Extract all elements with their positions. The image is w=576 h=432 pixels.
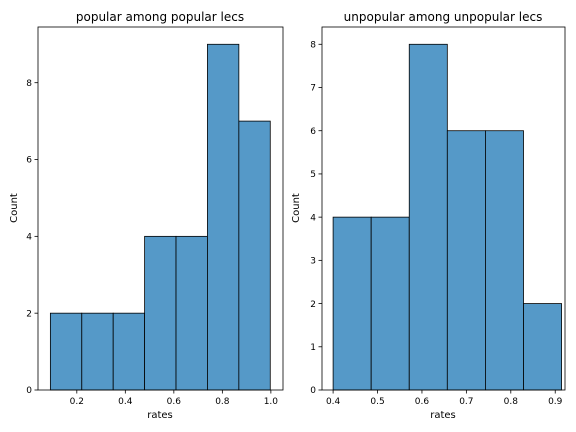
histogram-bar [408,43,448,391]
x-tick-label: 0.4 [118,397,133,407]
axes-frame [37,26,284,391]
y-tick-label: 2 [26,309,32,319]
x-tick-label: 0.8 [215,397,230,407]
y-tick-label: 4 [26,233,32,243]
histogram-bar [112,312,146,391]
histogram-bar [81,312,114,391]
histogram-bar [485,130,524,391]
histogram-bar [144,235,177,391]
histogram-panel-unpopular: unpopular among unpopular lecs 0.4 0.5 0.6… [291,10,566,421]
histogram-bar [207,43,240,391]
histogram-bar [175,235,208,391]
histogram-bar [370,216,410,391]
y-tick-label: 1 [310,343,316,353]
x-tick-label: 0.8 [504,397,519,407]
y-axis-label: Count [291,193,302,223]
histogram-panel-popular: popular among popular lecs 0.2 0.4 0.6 0.8 1… [9,10,284,421]
x-tick-label: 0.2 [70,397,84,407]
histogram-bar [332,216,372,391]
y-tick-label: 0 [26,386,32,396]
x-tick-label: 0.7 [459,397,473,407]
x-axis-ticks: 0.2 0.4 0.6 0.8 1.0 [70,390,279,407]
chart-title: unpopular among unpopular lecs [344,10,543,24]
histogram-bar [49,312,83,391]
y-axis-ticks: 0 1 2 3 4 5 6 7 8 [310,40,322,396]
histogram-bar [446,130,486,391]
y-tick-label: 8 [310,40,316,50]
axes-frame [321,26,566,391]
x-tick-label: 0.9 [548,397,563,407]
x-axis-ticks: 0.4 0.5 0.6 0.7 0.8 0.9 [326,390,563,407]
histogram-bar [238,120,271,391]
y-axis-label: Count [9,193,20,223]
x-axis-label: rates [430,410,456,421]
y-tick-label: 5 [310,170,316,180]
x-tick-label: 0.6 [167,397,182,407]
y-tick-label: 4 [310,213,316,223]
y-tick-label: 3 [310,257,316,267]
x-tick-label: 0.4 [326,397,341,407]
histogram-bars [332,43,562,391]
histogram-bars [49,43,271,391]
y-axis-ticks: 0 2 4 6 8 [26,79,38,396]
x-tick-label: 1.0 [264,397,279,407]
x-tick-label: 0.5 [370,397,384,407]
histogram-bar [523,303,562,391]
x-tick-label: 0.6 [415,397,430,407]
y-tick-label: 8 [26,79,32,89]
x-axis-label: rates [147,410,173,421]
y-tick-label: 7 [310,84,316,94]
y-tick-label: 6 [310,127,316,137]
y-tick-label: 6 [26,156,32,166]
y-tick-label: 0 [310,386,316,396]
y-tick-label: 2 [310,300,316,310]
chart-title: popular among popular lecs [76,10,244,24]
